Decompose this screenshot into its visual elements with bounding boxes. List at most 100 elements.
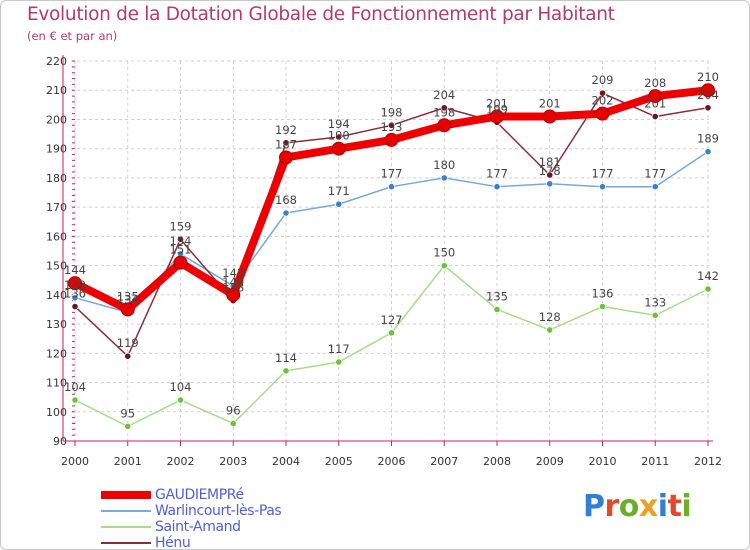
x-tick-label: 2003	[219, 455, 247, 468]
legend-swatch	[101, 491, 151, 499]
logo-letter: t	[667, 489, 682, 524]
logo-letter: i	[657, 489, 668, 524]
x-tick-label: 2002	[167, 455, 195, 468]
data-point	[120, 302, 135, 317]
data-label: 138	[222, 281, 244, 295]
data-point	[440, 104, 448, 112]
legend-item: Saint-Amand	[101, 519, 281, 535]
data-label: 177	[592, 167, 614, 181]
data-point	[176, 396, 185, 404]
data-point	[68, 276, 82, 291]
data-point	[598, 302, 607, 311]
data-point	[331, 141, 346, 156]
data-label: 198	[381, 105, 403, 119]
x-tick-label: 2004	[272, 455, 300, 468]
data-label: 135	[486, 289, 508, 303]
data-point	[598, 89, 607, 97]
legend: GAUDIEMPRé Warlincourt-lès-Pas Saint-Amand…	[101, 487, 282, 549]
legend-item: Hénu	[101, 535, 281, 549]
data-label: 144	[64, 263, 86, 277]
x-tick-label: 2001	[114, 455, 142, 468]
data-point	[282, 209, 290, 217]
x-tick-label: 2006	[378, 455, 406, 468]
data-label: 190	[328, 129, 350, 143]
data-label: 180	[433, 158, 455, 172]
data-point	[546, 180, 554, 188]
y-tick-label: 180	[46, 172, 67, 185]
logo-letter: P	[583, 489, 605, 524]
data-point	[490, 109, 504, 124]
data-point	[651, 112, 659, 121]
data-point	[282, 367, 290, 375]
y-tick-label: 100	[46, 406, 67, 419]
data-point	[279, 150, 293, 165]
data-label: 114	[275, 351, 297, 365]
y-tick-label: 190	[46, 143, 67, 156]
legend-label: Warlincourt-lès-Pas	[155, 503, 282, 519]
data-label: 128	[539, 310, 561, 324]
data-label: 159	[170, 219, 192, 233]
data-label: 210	[697, 70, 719, 84]
data-point	[387, 183, 396, 191]
y-tick-label: 200	[46, 113, 67, 126]
data-label: 177	[486, 167, 508, 181]
data-point	[335, 358, 343, 366]
data-point	[701, 83, 715, 98]
data-label: 204	[433, 88, 455, 102]
legend-swatch	[101, 542, 151, 544]
proxiti-logo: Proxiti	[583, 489, 692, 524]
data-point	[387, 121, 396, 129]
data-label: 194	[328, 117, 350, 131]
data-label: 177	[381, 167, 403, 181]
data-point	[384, 132, 399, 147]
data-label: 119	[117, 336, 139, 350]
data-label: 201	[486, 97, 508, 111]
data-point	[282, 139, 290, 147]
legend-item: Warlincourt-lès-Pas	[101, 503, 282, 519]
y-tick-label: 160	[46, 230, 67, 243]
data-point	[598, 183, 607, 191]
data-point	[71, 302, 79, 311]
data-label: 127	[381, 313, 403, 327]
data-point	[651, 311, 659, 319]
data-point	[176, 235, 185, 243]
data-label: 95	[120, 406, 135, 420]
data-label: 134	[117, 292, 139, 306]
data-point	[124, 352, 132, 360]
data-label: 171	[328, 184, 350, 198]
x-tick-label: 2008	[483, 455, 511, 468]
chart-title: Evolution de la Dotation Globale de Fonc…	[27, 4, 615, 25]
logo-letter: i	[681, 489, 692, 524]
y-tick-label: 130	[46, 318, 67, 331]
data-label: 143	[222, 266, 244, 280]
y-tick-label: 150	[46, 260, 67, 273]
data-label: 104	[64, 380, 86, 394]
x-tick-label: 2010	[589, 455, 617, 468]
y-tick-label: 120	[46, 347, 67, 360]
legend-swatch	[101, 526, 151, 528]
axis-layer: 9010011012013014015016017018019020021022…	[46, 55, 722, 468]
x-tick-label: 2000	[61, 455, 89, 468]
data-point	[437, 118, 452, 133]
data-label: 181	[539, 155, 561, 169]
data-label: 136	[592, 287, 614, 301]
y-tick-label: 170	[46, 201, 67, 214]
legend-label: Saint-Amand	[155, 519, 241, 535]
logo-letter: x	[638, 489, 658, 524]
data-label: 154	[170, 234, 192, 248]
data-label: 204	[697, 88, 719, 102]
data-point	[387, 329, 396, 337]
y-tick-label: 220	[46, 55, 67, 68]
data-label: 96	[226, 403, 241, 417]
data-label: 198	[433, 105, 455, 119]
data-point	[704, 285, 712, 293]
data-label: 133	[644, 295, 666, 309]
y-tick-label: 110	[46, 377, 67, 390]
data-label: 142	[697, 269, 719, 283]
legend-label: GAUDIEMPRé	[155, 487, 244, 503]
logo-letter: r	[604, 489, 620, 524]
data-point	[440, 174, 448, 182]
x-tick-label: 2007	[430, 455, 458, 468]
